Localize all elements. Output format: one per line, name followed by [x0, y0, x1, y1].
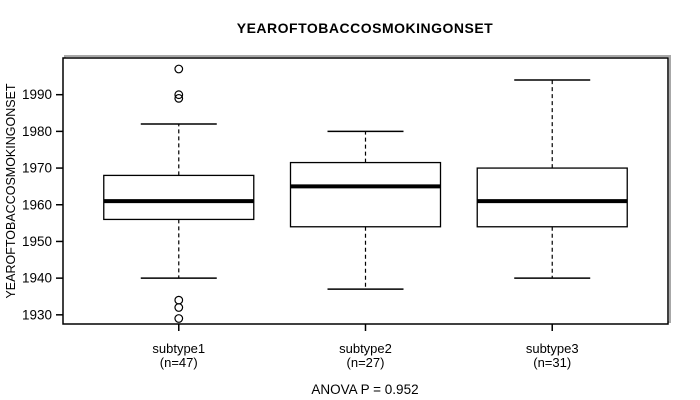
- group-label: subtype1: [152, 341, 205, 356]
- chart-title: YEAROFTOBACCOSMOKINGONSET: [237, 20, 493, 36]
- y-tick-label: 1990: [22, 87, 52, 102]
- iqr-box: [289, 161, 442, 228]
- iqr-box: [103, 174, 255, 221]
- group-sublabel: (n=47): [160, 355, 198, 370]
- anova-annotation: ANOVA P = 0.952: [311, 382, 418, 397]
- y-tick-label: 1970: [22, 161, 52, 176]
- plot-area: 1930 1940 1950 1960 1970 1980 1990 subtype1(n=4…: [22, 55, 671, 370]
- group-sublabel: (n=31): [533, 355, 571, 370]
- y-tick-label: 1940: [22, 271, 52, 286]
- iqr-box: [476, 167, 628, 228]
- y-tick-label: 1980: [22, 124, 52, 139]
- outlier-point: [174, 64, 184, 74]
- group-sublabel: (n=27): [347, 355, 385, 370]
- y-tick-label: 1950: [22, 234, 52, 249]
- group-label: subtype2: [339, 341, 392, 356]
- outlier-point: [174, 314, 184, 323]
- y-axis-label: YEAROFTOBACCOSMOKINGONSET: [4, 83, 18, 298]
- outlier-point: [174, 303, 184, 312]
- outlier-point: [174, 90, 184, 100]
- group-label: subtype3: [526, 341, 579, 356]
- outlier-point: [174, 93, 184, 103]
- y-tick-label: 1930: [22, 307, 52, 322]
- y-tick-label: 1960: [22, 197, 52, 212]
